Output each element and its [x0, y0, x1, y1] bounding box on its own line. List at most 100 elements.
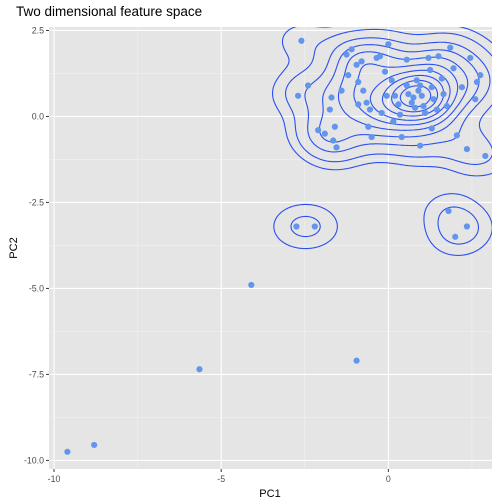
data-point	[366, 106, 374, 113]
data-point	[248, 281, 255, 289]
data-point	[458, 84, 466, 91]
data-point	[410, 94, 417, 101]
data-point	[353, 357, 360, 364]
y-tick-label: -7.5	[29, 369, 44, 379]
data-point	[463, 146, 471, 153]
data-point	[305, 82, 312, 89]
data-point	[467, 54, 474, 62]
data-point	[408, 99, 415, 106]
data-point	[403, 56, 410, 63]
data-point	[315, 127, 322, 134]
data-point	[415, 87, 422, 94]
data-point	[345, 72, 352, 79]
y-tick-label: 0.0	[32, 111, 44, 121]
data-point	[417, 142, 424, 149]
data-point	[425, 54, 432, 62]
data-point	[452, 233, 459, 240]
data-point	[463, 223, 471, 230]
data-point	[417, 82, 424, 89]
data-point	[428, 84, 435, 91]
data-point	[391, 92, 399, 99]
contour-level-3	[304, 37, 491, 153]
data-point	[453, 132, 460, 139]
data-point	[440, 90, 447, 98]
contour-level-1	[271, 27, 492, 256]
data-point	[405, 90, 412, 98]
data-point	[418, 92, 425, 99]
x-axis-ticks: -10 -5 0	[48, 469, 391, 484]
data-point	[473, 78, 481, 86]
data-point	[450, 65, 457, 72]
y-tick-label: -2.5	[29, 197, 44, 207]
data-point	[64, 448, 71, 455]
data-point	[321, 130, 328, 137]
contour-level-2	[285, 28, 492, 245]
data-point	[365, 123, 372, 130]
data-point	[326, 106, 333, 113]
x-tick-label: -10	[48, 474, 61, 484]
data-point	[330, 137, 337, 144]
data-point	[443, 103, 450, 110]
data-point	[311, 223, 318, 230]
data-point	[428, 125, 435, 132]
data-point	[196, 366, 203, 373]
y-axis-ticks: 2.5 0.0 -2.5 -5.0 -7.5 -10.0	[24, 25, 49, 465]
data-point	[395, 101, 402, 108]
y-tick-label: -5.0	[29, 283, 44, 293]
data-point	[355, 101, 362, 108]
data-point	[343, 51, 350, 58]
data-point	[360, 87, 367, 94]
data-point	[472, 96, 479, 103]
gridlines	[49, 27, 492, 469]
data-point	[376, 53, 384, 60]
y-tick-label: 2.5	[32, 25, 44, 35]
data-point	[294, 92, 302, 99]
data-point	[420, 103, 427, 110]
data-point	[447, 44, 454, 51]
data-point	[412, 104, 419, 111]
data-point	[381, 68, 389, 75]
data-point	[368, 133, 375, 141]
data-point	[293, 223, 300, 230]
density-contours	[271, 27, 492, 256]
data-point	[353, 61, 360, 68]
data-point	[445, 207, 452, 215]
data-points	[64, 37, 489, 455]
data-point	[390, 118, 397, 125]
data-point	[355, 78, 362, 86]
data-point	[338, 87, 345, 94]
data-point	[427, 66, 434, 74]
data-point	[378, 109, 385, 117]
data-point	[363, 99, 370, 106]
plot-panel	[49, 27, 492, 469]
data-point	[422, 109, 429, 117]
x-tick-label: -5	[217, 474, 225, 484]
data-point	[388, 77, 395, 84]
data-point	[477, 72, 484, 79]
data-point	[298, 37, 305, 44]
data-point	[435, 53, 442, 60]
data-point	[398, 133, 405, 141]
data-point	[396, 111, 404, 118]
data-point	[91, 441, 98, 449]
data-point	[333, 144, 340, 151]
data-point	[403, 82, 410, 89]
x-tick-label: 0	[386, 474, 391, 484]
data-point	[358, 58, 365, 65]
contour-level-7	[369, 69, 451, 121]
chart-title: Two dimensional feature space	[16, 4, 202, 19]
data-point	[328, 94, 335, 101]
y-axis-title: PC2	[8, 237, 20, 258]
data-point	[438, 75, 445, 82]
data-point	[430, 96, 437, 103]
x-axis-title: PC1	[259, 488, 280, 500]
data-point	[385, 41, 392, 48]
data-point	[413, 77, 420, 84]
data-point	[383, 92, 390, 99]
data-point	[331, 123, 338, 130]
data-point	[482, 152, 489, 160]
data-point	[348, 46, 355, 53]
contour-level-5	[337, 51, 469, 131]
data-point	[433, 106, 440, 113]
